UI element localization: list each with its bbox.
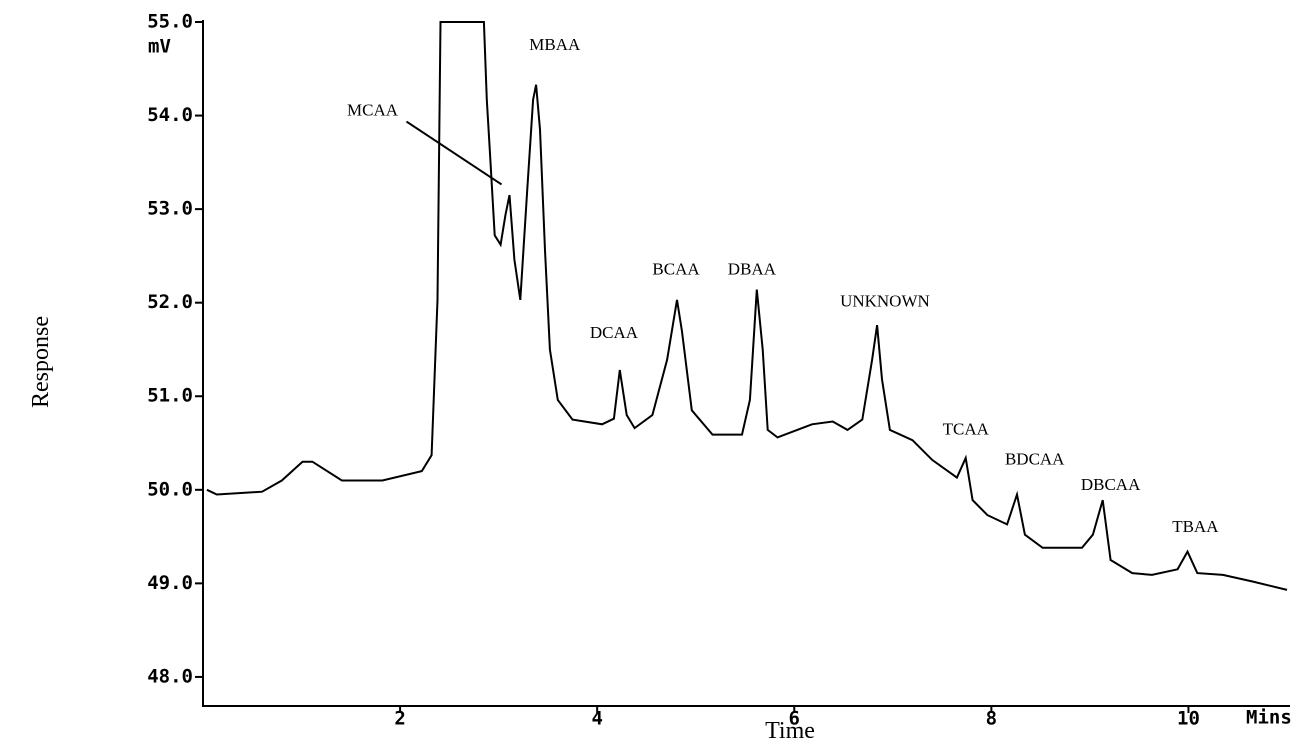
peak-label: DBAA (728, 260, 777, 279)
y-tick-label: 48.0 (147, 665, 193, 687)
y-tick-label: 54.0 (147, 104, 193, 126)
y-tick-label: 53.0 (147, 198, 193, 220)
x-tick-label: 2 (394, 708, 405, 730)
y-tick-label: 52.0 (147, 291, 193, 313)
y-tick-label: 49.0 (147, 572, 193, 594)
x-axis-label: Time (765, 718, 815, 744)
peak-label: UNKNOWN (840, 291, 930, 310)
y-unit: mV (148, 36, 171, 58)
peak-label: TCAA (943, 420, 990, 439)
peak-label: TBAA (1172, 517, 1219, 536)
peak-label: DCAA (590, 323, 639, 342)
peak-label: MCAA (347, 101, 399, 120)
trace (206, 21, 1288, 591)
y-tick-label: 50.0 (147, 478, 193, 500)
x-tick-label: 4 (591, 708, 602, 730)
peak-label: DBCAA (1081, 475, 1141, 494)
y-axis-label: Response (28, 316, 54, 408)
y-tick-label: 51.0 (147, 385, 193, 407)
x-tick-label: 6 (789, 708, 800, 730)
peak-label: BCAA (652, 260, 700, 279)
x-unit: Mins (1246, 707, 1292, 729)
x-tick-label: 10 (1177, 708, 1200, 730)
peak-label: MBAA (529, 35, 581, 54)
leader-line (405, 120, 503, 186)
y-tick-label: 55.0 (147, 11, 193, 33)
x-tick-label: 8 (986, 708, 997, 730)
peak-label: BDCAA (1005, 450, 1065, 469)
